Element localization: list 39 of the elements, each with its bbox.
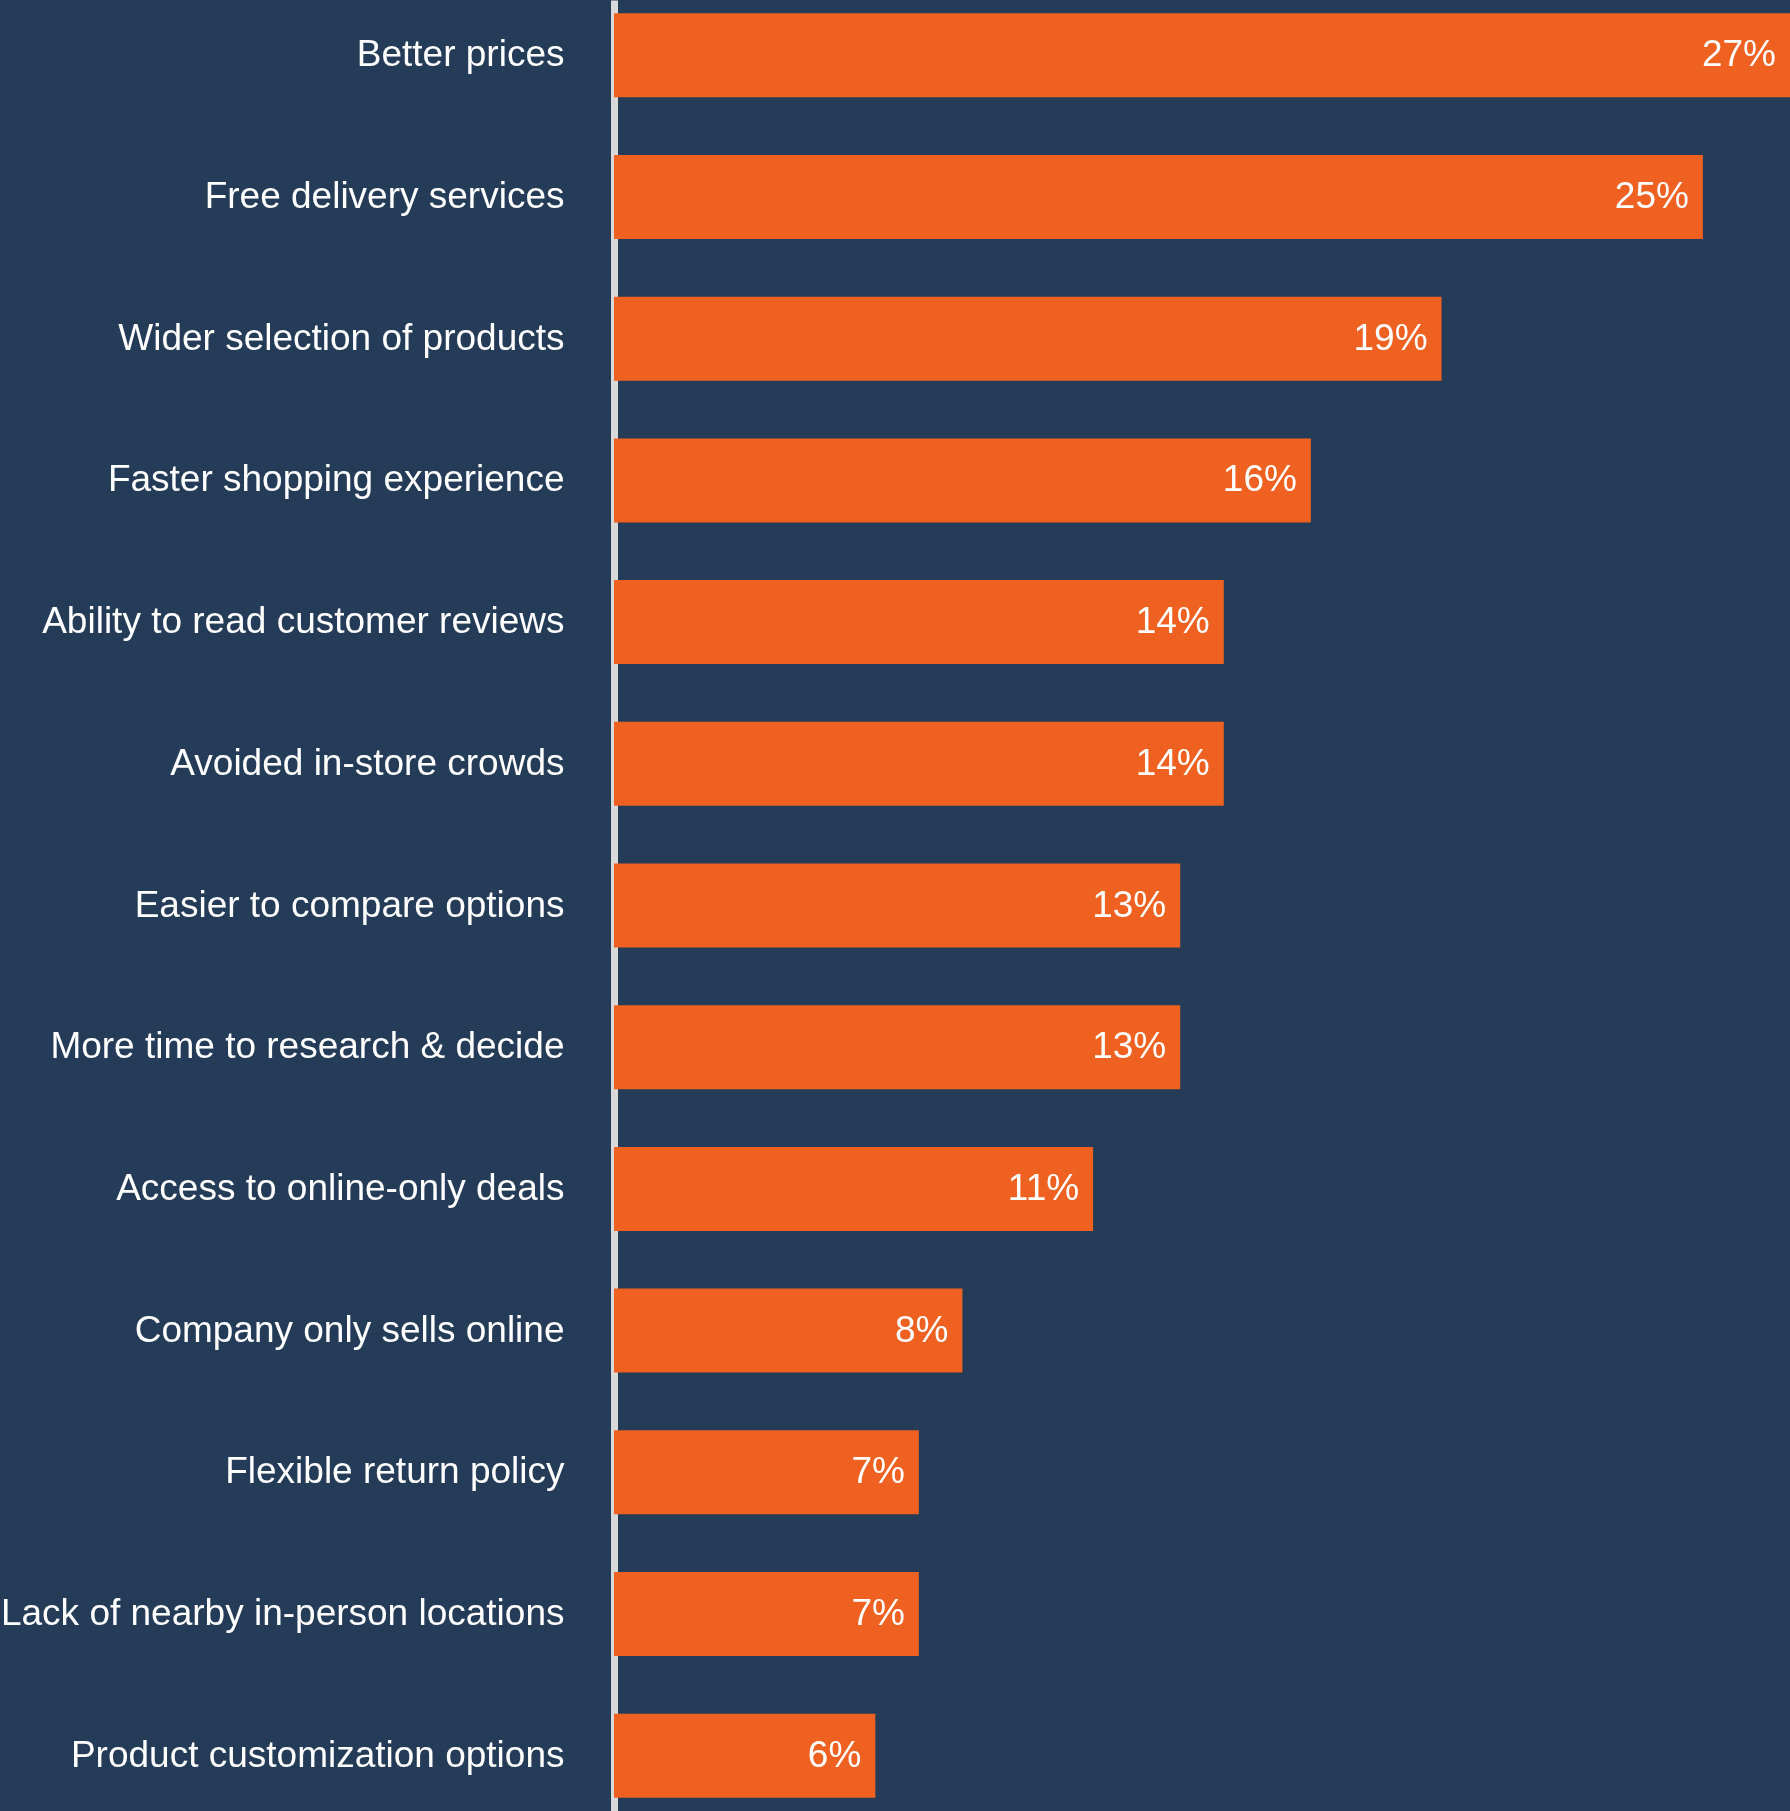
data-label: 11% — [1007, 1166, 1080, 1208]
bar — [614, 1430, 919, 1515]
data-label: 7% — [851, 1450, 905, 1492]
bar — [614, 13, 1790, 98]
data-label: 6% — [807, 1733, 862, 1775]
y-tick-label: Product customization options — [70, 1733, 565, 1775]
bar — [614, 863, 1181, 948]
data-label: 13% — [1092, 883, 1167, 925]
y-tick-label: Company only sells online — [134, 1308, 565, 1350]
bar — [614, 1005, 1181, 1090]
y-tick-label: Flexible return policy — [225, 1450, 565, 1492]
data-label: 14% — [1135, 600, 1210, 642]
data-label: 19% — [1353, 316, 1428, 358]
bar — [614, 438, 1311, 523]
y-tick-label: Free delivery services — [204, 174, 565, 216]
bar — [614, 1713, 876, 1798]
y-tick-label: More time to research & decide — [50, 1025, 565, 1067]
data-label: 8% — [894, 1308, 949, 1350]
y-tick-label: Wider selection of products — [118, 316, 565, 358]
y-tick-label: Avoided in-store crowds — [170, 741, 565, 783]
bar — [614, 721, 1224, 806]
data-label: 14% — [1135, 741, 1210, 783]
bar — [614, 1572, 919, 1657]
data-label: 7% — [851, 1592, 905, 1634]
bar — [614, 1146, 1094, 1231]
bar — [614, 580, 1224, 665]
y-tick-label: Faster shopping experience — [107, 458, 565, 500]
bar — [614, 1288, 963, 1373]
y-tick-label: Easier to compare options — [134, 883, 565, 925]
data-label: 25% — [1614, 174, 1689, 216]
bar — [614, 296, 1442, 381]
bar — [614, 154, 1703, 239]
data-label: 27% — [1701, 33, 1776, 75]
data-label: 13% — [1092, 1025, 1167, 1067]
data-label: 16% — [1222, 458, 1297, 500]
y-tick-label: Access to online-only deals — [116, 1166, 565, 1208]
y-tick-label: Lack of nearby in-person locations — [0, 1592, 565, 1634]
y-tick-label: Better prices — [356, 33, 565, 75]
y-tick-label: Ability to read customer reviews — [42, 600, 565, 642]
